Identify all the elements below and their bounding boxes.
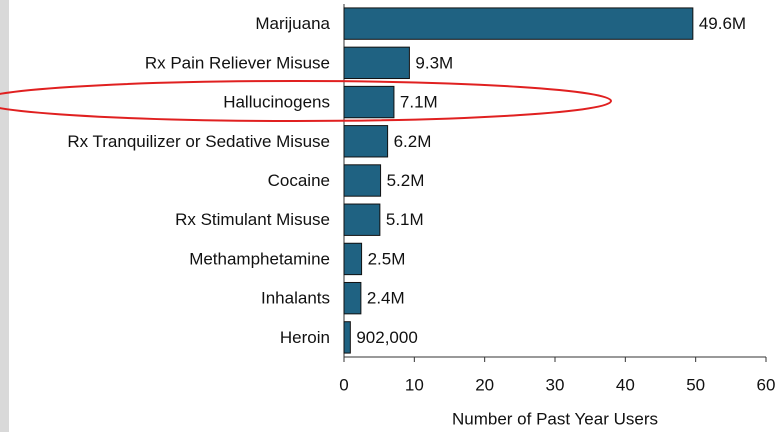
y-tick-label: Rx Stimulant Misuse xyxy=(175,210,330,229)
y-tick-label: Rx Tranquilizer or Sedative Misuse xyxy=(67,132,330,151)
value-label: 5.1M xyxy=(386,210,424,229)
bar xyxy=(343,85,395,119)
x-tick-label: 0 xyxy=(339,375,348,394)
value-label: 7.1M xyxy=(400,93,438,112)
value-label: 5.2M xyxy=(387,171,425,190)
value-label: 2.4M xyxy=(367,289,405,308)
bar xyxy=(343,321,351,354)
y-tick-label: Marijuana xyxy=(255,14,330,33)
x-tick-label: 10 xyxy=(405,375,424,394)
y-tick-label: Inhalants xyxy=(261,289,330,308)
x-tick-label: 50 xyxy=(686,375,705,394)
bar xyxy=(343,242,363,276)
bar xyxy=(343,46,410,80)
y-tick-label: Methamphetamine xyxy=(189,249,330,268)
bar xyxy=(343,164,382,197)
left-edge xyxy=(0,0,9,432)
bar xyxy=(343,7,694,40)
bar xyxy=(343,203,381,236)
value-label: 9.3M xyxy=(415,53,453,72)
y-tick-label: Heroin xyxy=(280,328,330,347)
highlight-ellipse xyxy=(0,80,612,122)
bar xyxy=(343,281,362,315)
y-tick-label: Rx Pain Reliever Misuse xyxy=(145,53,330,72)
y-tick-label: Cocaine xyxy=(268,171,330,190)
x-tick-label: 20 xyxy=(475,375,494,394)
x-tick-label: 40 xyxy=(616,375,635,394)
x-tick-label: 30 xyxy=(546,375,565,394)
value-label: 902,000 xyxy=(356,328,417,347)
y-tick-label: Hallucinogens xyxy=(223,93,330,112)
bar xyxy=(343,125,389,158)
value-label: 2.5M xyxy=(368,249,406,268)
value-label: 6.2M xyxy=(394,132,432,151)
value-label: 49.6M xyxy=(699,14,746,33)
x-axis-title: Number of Past Year Users xyxy=(452,409,658,428)
x-tick-label: 60 xyxy=(757,375,776,394)
